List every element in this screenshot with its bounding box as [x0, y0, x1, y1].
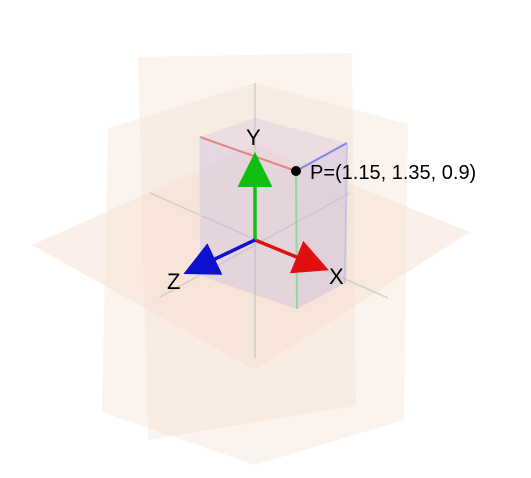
yz-plane [138, 53, 356, 440]
z-axis-label: Z [167, 269, 180, 294]
box-front-face [200, 137, 297, 309]
grid-line-horizontal-b [159, 192, 351, 298]
point-label: P=(1.15, 1.35, 0.9) [310, 162, 476, 184]
x-axis-label: X [329, 264, 344, 289]
point-drop-line [295, 170, 298, 310]
xz-plane [32, 145, 470, 370]
box-edge-front-left [199, 136, 202, 277]
y-axis-label: Y [246, 125, 261, 150]
x-axis-arrow [254, 238, 329, 274]
box-edge-top-right [295, 142, 348, 172]
z-axis-arrow [183, 238, 256, 275]
box-top-face [200, 118, 347, 171]
point-marker [291, 166, 301, 176]
box-edge-back-right [344, 142, 348, 284]
